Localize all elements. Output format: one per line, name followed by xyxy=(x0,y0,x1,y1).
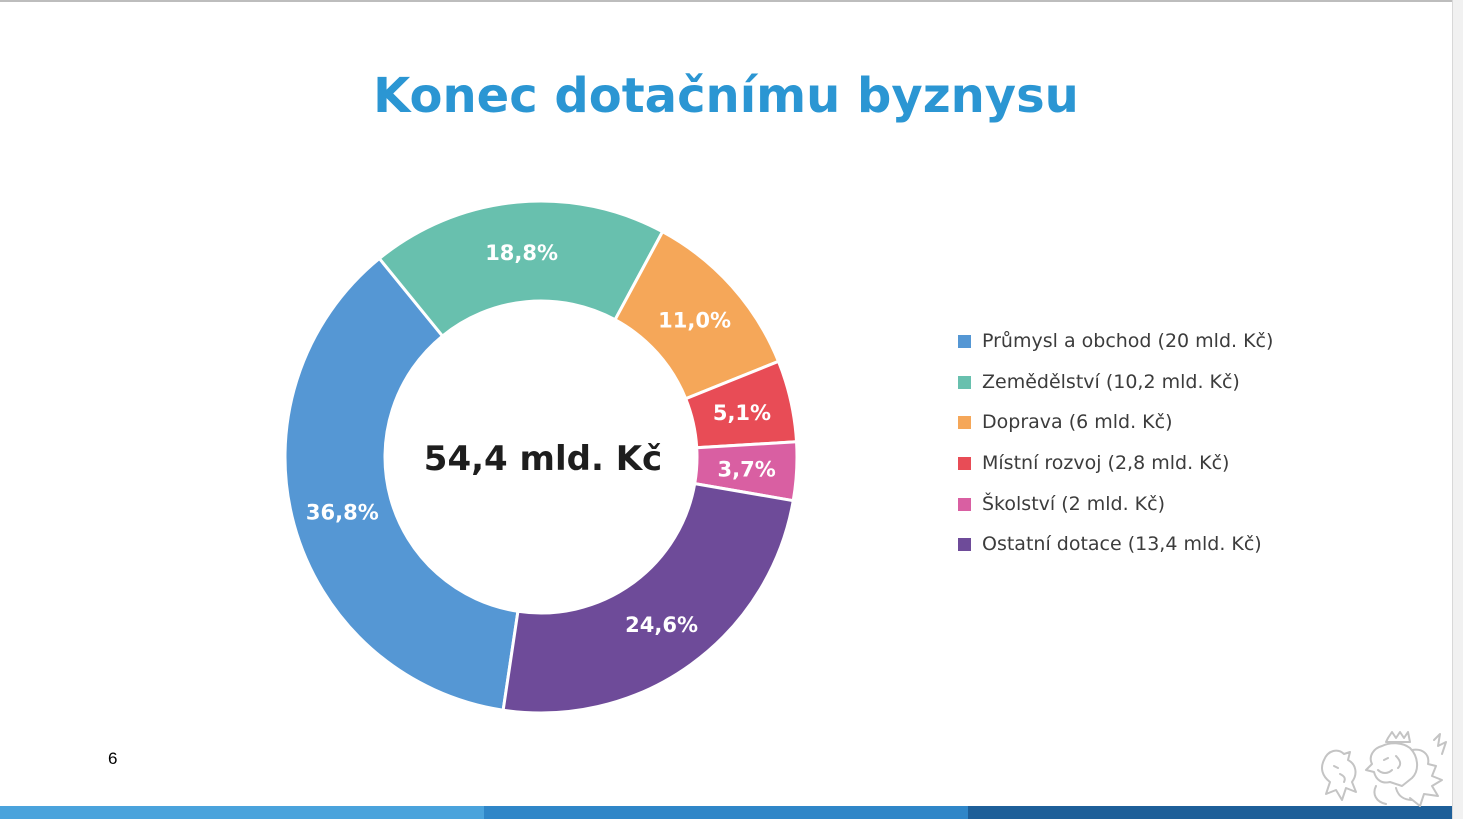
legend-swatch xyxy=(958,416,971,430)
legend-label: Školství (2 mld. Kč) xyxy=(982,492,1165,515)
slice-label: 5,1% xyxy=(713,401,771,425)
footer-bar-segment xyxy=(0,806,484,819)
donut-slices xyxy=(283,199,799,715)
slice-label: 18,8% xyxy=(485,241,558,265)
legend-swatch xyxy=(958,457,971,471)
page-number: 6 xyxy=(108,749,118,768)
donut-slice xyxy=(283,256,520,712)
donut-slice xyxy=(501,481,795,715)
legend-swatch xyxy=(958,497,971,511)
footer-bar-segment xyxy=(968,806,1452,819)
legend-label: Průmysl a obchod (20 mld. Kč) xyxy=(982,330,1274,352)
top-border xyxy=(0,0,1463,2)
donut-slice xyxy=(377,199,665,339)
slice-label: 36,8% xyxy=(306,500,379,524)
window-edge xyxy=(1452,0,1463,819)
legend-swatch xyxy=(958,335,971,348)
slide-title: Konec dotačnímu byznysu xyxy=(373,68,1079,124)
donut-slice-labels: 36,8% 18,8% 11,0% 5,1% 3,7% 24,6% xyxy=(306,241,776,637)
legend-swatch xyxy=(958,375,971,389)
donut-chart: 36,8% 18,8% 11,0% 5,1% 3,7% 24,6% 54,4 mld. K… xyxy=(283,199,799,715)
footer-bar-segment xyxy=(484,806,968,819)
slice-label: 24,6% xyxy=(625,613,698,637)
donut-center-label: 54,4 mld. Kč xyxy=(424,439,662,479)
legend-label: Zemědělství (10,2 mld. Kč) xyxy=(982,370,1240,393)
legend-swatch xyxy=(958,538,971,552)
slice-label: 11,0% xyxy=(658,309,731,333)
czech-lion-logo xyxy=(1321,731,1447,807)
legend-label: Doprava (6 mld. Kč) xyxy=(982,411,1173,434)
slice-label: 3,7% xyxy=(718,458,776,482)
legend-label: Místní rozvoj (2,8 mld. Kč) xyxy=(982,452,1230,475)
legend-label: Ostatní dotace (13,4 mld. Kč) xyxy=(982,533,1262,556)
